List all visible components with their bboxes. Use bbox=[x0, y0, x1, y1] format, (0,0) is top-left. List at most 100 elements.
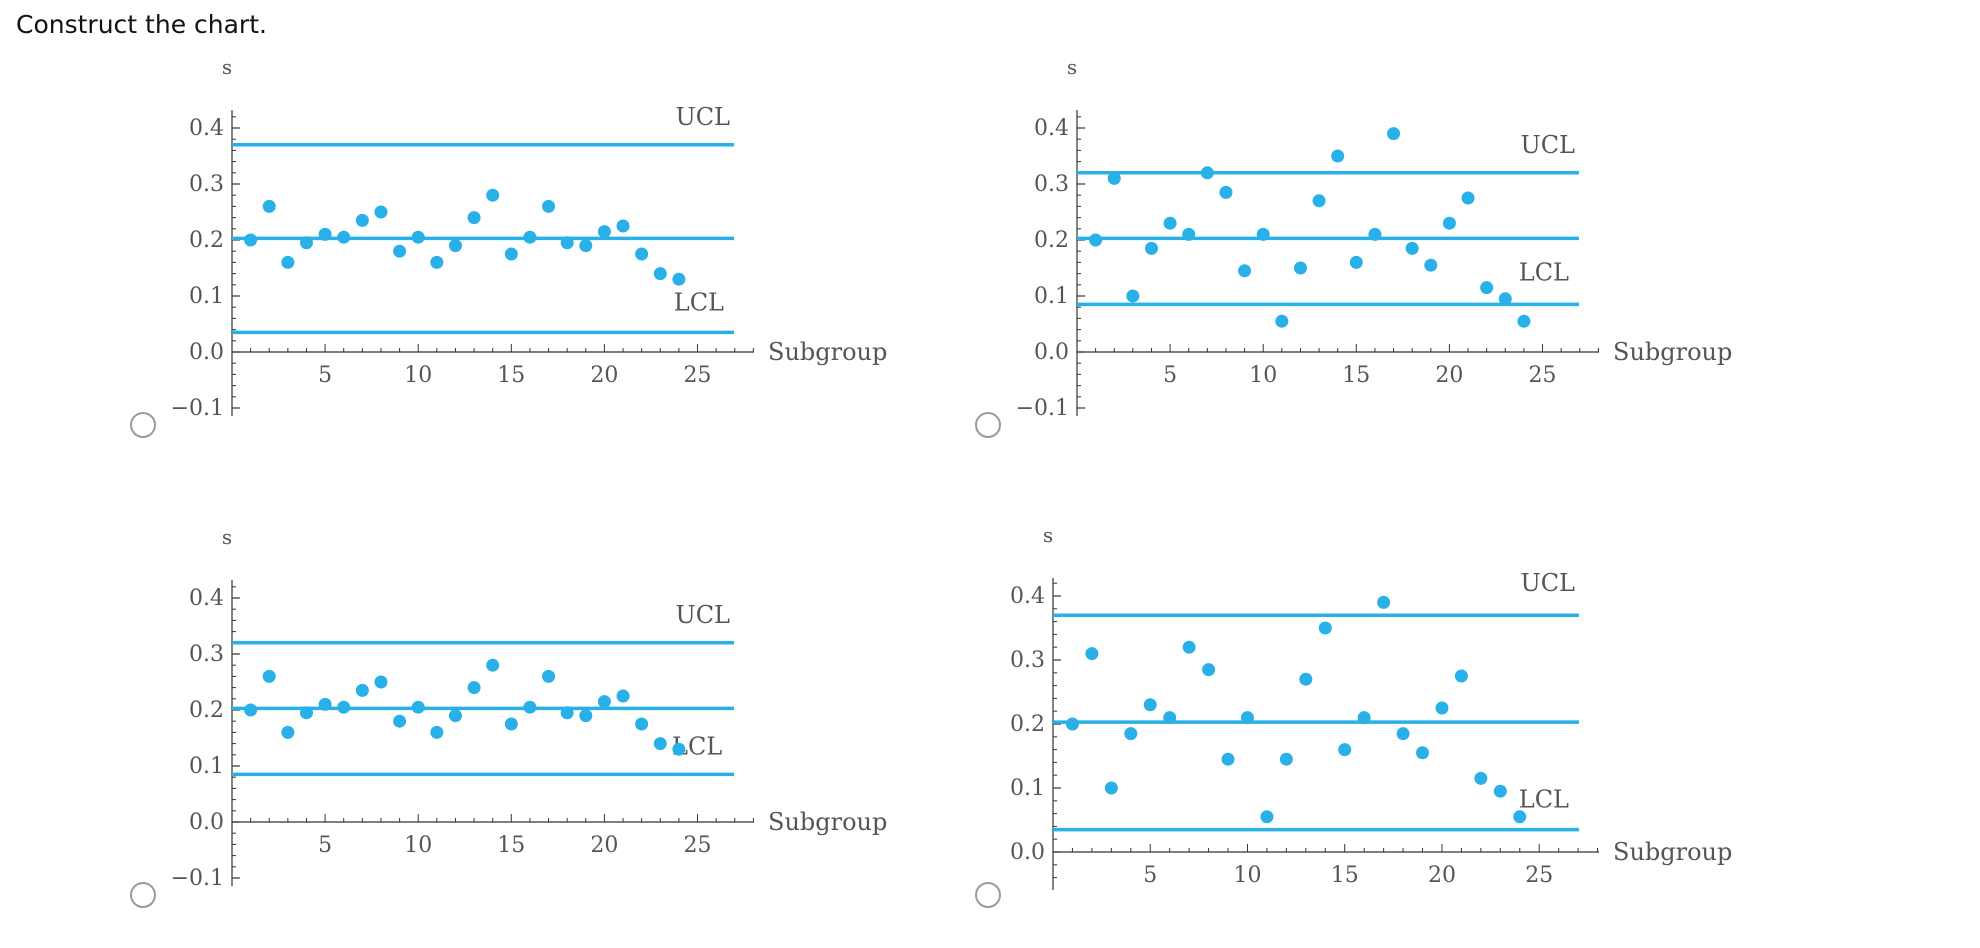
data-point bbox=[579, 239, 593, 253]
y-tick-label: 0.2 bbox=[189, 228, 224, 253]
x-tick-label: 20 bbox=[1435, 363, 1463, 388]
data-point bbox=[448, 239, 462, 253]
data-point bbox=[653, 267, 667, 281]
ucl-label: UCL bbox=[675, 601, 730, 629]
y-tick-label: 0.0 bbox=[189, 810, 224, 835]
lcl-label: LCL bbox=[674, 288, 724, 316]
data-point bbox=[1424, 258, 1438, 272]
data-point bbox=[504, 247, 518, 261]
data-point bbox=[448, 709, 462, 723]
y-tick-label: 0.2 bbox=[1010, 712, 1045, 737]
data-point bbox=[1480, 281, 1494, 295]
x-tick-label: 10 bbox=[1249, 363, 1277, 388]
data-point bbox=[1065, 717, 1079, 731]
data-point bbox=[1461, 191, 1475, 205]
data-point bbox=[486, 188, 500, 202]
data-point bbox=[299, 236, 313, 250]
data-point bbox=[1219, 185, 1233, 199]
x-axis-label: Subgroup bbox=[1613, 838, 1732, 866]
data-point bbox=[1331, 149, 1345, 163]
data-point bbox=[318, 697, 332, 711]
data-point bbox=[1182, 640, 1196, 654]
ucl-label: UCL bbox=[675, 103, 730, 131]
data-point bbox=[1238, 264, 1252, 278]
data-point bbox=[1299, 672, 1313, 686]
data-point bbox=[1517, 314, 1531, 328]
chart-svg: s 0.4 0.3 0.2 0.1 0.0 −0.1 5 10 15 20 25 Subgroup UCL… bbox=[171, 55, 888, 421]
x-tick-label: 15 bbox=[497, 363, 525, 388]
x-tick-label: 5 bbox=[1163, 363, 1177, 388]
data-point bbox=[1126, 289, 1140, 303]
data-point bbox=[1163, 216, 1177, 230]
data-point bbox=[262, 199, 276, 213]
control-chart-option-a: s 0.4 0.3 0.2 0.1 0.0 −0.1 5 10 15 20 25 Subgroup UCL… bbox=[160, 52, 900, 422]
x-tick-label: 10 bbox=[404, 833, 432, 858]
data-point bbox=[1275, 314, 1289, 328]
data-point bbox=[1200, 166, 1214, 180]
control-chart-option-c: s 0.4 0.3 0.2 0.1 0.0 −0.1 5 10 15 20 25 Subgroup UCL… bbox=[160, 522, 900, 892]
data-point bbox=[1349, 255, 1363, 269]
option-a-radio[interactable] bbox=[130, 412, 156, 438]
data-point bbox=[1416, 746, 1430, 760]
data-point bbox=[486, 658, 500, 672]
x-tick-label: 20 bbox=[590, 833, 618, 858]
data-point bbox=[1279, 752, 1293, 766]
data-point bbox=[1368, 227, 1382, 241]
x-tick-label: 15 bbox=[1331, 863, 1359, 888]
data-point bbox=[281, 255, 295, 269]
option-d-radio[interactable] bbox=[975, 882, 1001, 908]
y-tick-label: 0.3 bbox=[189, 642, 224, 667]
option-c-radio[interactable] bbox=[130, 882, 156, 908]
data-point bbox=[523, 700, 537, 714]
data-point bbox=[597, 225, 611, 239]
ucl-label: UCL bbox=[1520, 131, 1575, 159]
x-tick-label: 5 bbox=[318, 833, 332, 858]
data-point bbox=[244, 233, 258, 247]
question-prompt: Construct the chart. bbox=[16, 10, 267, 39]
data-point bbox=[393, 244, 407, 258]
y-tick-label: 0.4 bbox=[189, 586, 224, 611]
data-point bbox=[1312, 194, 1326, 208]
control-chart-option-d: s 0.4 0.3 0.2 0.1 0.0 5 10 15 20 25 Subgroup UCL LCL bbox=[1005, 522, 1745, 892]
x-tick-label: 10 bbox=[1233, 863, 1261, 888]
data-point bbox=[1498, 292, 1512, 306]
data-point bbox=[1513, 810, 1527, 824]
data-point bbox=[560, 706, 574, 720]
chart-svg: s 0.4 0.3 0.2 0.1 0.0 −0.1 5 10 15 20 25 Subgroup UCL… bbox=[171, 525, 888, 891]
y-tick-label: 0.0 bbox=[1010, 840, 1045, 865]
data-point bbox=[560, 236, 574, 250]
data-point bbox=[281, 725, 295, 739]
x-tick-label: 20 bbox=[590, 363, 618, 388]
data-point bbox=[504, 717, 518, 731]
data-point bbox=[262, 669, 276, 683]
option-b-radio[interactable] bbox=[975, 412, 1001, 438]
data-point bbox=[672, 742, 686, 756]
data-point bbox=[616, 219, 630, 233]
lcl-label: LCL bbox=[1519, 786, 1569, 814]
x-axis-label: Subgroup bbox=[768, 338, 887, 366]
data-point bbox=[1124, 727, 1138, 741]
data-point bbox=[1435, 701, 1449, 715]
y-tick-label: 0.3 bbox=[1034, 172, 1069, 197]
data-point bbox=[1396, 727, 1410, 741]
data-point bbox=[355, 213, 369, 227]
data-point bbox=[467, 681, 481, 695]
y-tick-label: 0.3 bbox=[1010, 648, 1045, 673]
data-point bbox=[244, 703, 258, 717]
x-tick-label: 5 bbox=[1143, 863, 1157, 888]
x-tick-label: 25 bbox=[1525, 863, 1553, 888]
data-point bbox=[1182, 227, 1196, 241]
y-tick-label: 0.3 bbox=[189, 172, 224, 197]
x-axis-label: Subgroup bbox=[768, 808, 887, 836]
chart-svg: s 0.4 0.3 0.2 0.1 0.0 5 10 15 20 25 Subgroup UCL LCL bbox=[1010, 523, 1732, 890]
data-point bbox=[1474, 771, 1488, 785]
y-tick-label: 0.4 bbox=[1010, 584, 1045, 609]
x-tick-label: 15 bbox=[1342, 363, 1370, 388]
data-point bbox=[1107, 171, 1121, 185]
data-point bbox=[411, 230, 425, 244]
x-axis-label: Subgroup bbox=[1613, 338, 1732, 366]
chart-svg: s 0.4 0.3 0.2 0.1 0.0 −0.1 5 10 15 20 25 Subgroup UCL… bbox=[1016, 55, 1733, 421]
y-tick-label: 0.1 bbox=[1034, 284, 1069, 309]
data-point bbox=[672, 272, 686, 286]
data-point bbox=[430, 725, 444, 739]
